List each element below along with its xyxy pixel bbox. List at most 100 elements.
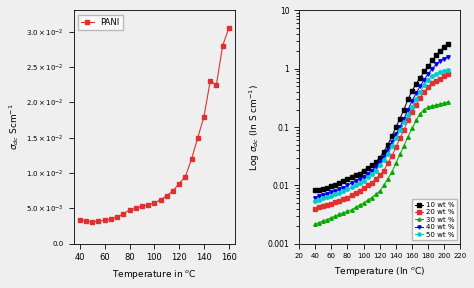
PANI: [102, 219, 108, 222]
20 wt %: [345, 196, 350, 199]
10 wt %: [397, 117, 403, 120]
30 wt %: [393, 162, 399, 165]
50 wt %: [409, 105, 415, 109]
40 wt %: [349, 181, 355, 185]
20 wt %: [425, 86, 431, 89]
10 wt %: [421, 70, 427, 73]
10 wt %: [345, 177, 350, 181]
10 wt %: [438, 50, 443, 53]
50 wt %: [401, 121, 407, 124]
Line: 30 wt %: 30 wt %: [313, 100, 450, 226]
PANI: [226, 26, 232, 30]
20 wt %: [369, 181, 374, 185]
Legend: PANI: PANI: [78, 15, 123, 30]
50 wt %: [429, 74, 435, 78]
40 wt %: [425, 72, 431, 75]
Y-axis label: $\sigma$$_{dc}$ Scm$^{-1}$: $\sigma$$_{dc}$ Scm$^{-1}$: [7, 104, 21, 150]
30 wt %: [353, 206, 358, 209]
50 wt %: [393, 136, 399, 140]
30 wt %: [333, 214, 338, 218]
20 wt %: [316, 206, 322, 209]
Line: 10 wt %: 10 wt %: [313, 42, 450, 192]
40 wt %: [438, 59, 443, 63]
Line: PANI: PANI: [78, 26, 231, 224]
50 wt %: [337, 191, 342, 195]
30 wt %: [349, 208, 355, 212]
50 wt %: [328, 194, 334, 198]
30 wt %: [312, 222, 318, 226]
PANI: [83, 219, 89, 223]
30 wt %: [365, 198, 371, 202]
PANI: [133, 207, 138, 210]
40 wt %: [325, 192, 330, 196]
50 wt %: [357, 181, 363, 185]
30 wt %: [357, 203, 363, 207]
10 wt %: [365, 166, 371, 170]
Line: 20 wt %: 20 wt %: [313, 73, 450, 211]
50 wt %: [405, 113, 411, 117]
PANI: [96, 219, 101, 223]
PANI: [189, 157, 194, 161]
20 wt %: [325, 203, 330, 207]
50 wt %: [361, 179, 366, 183]
30 wt %: [316, 221, 322, 224]
10 wt %: [353, 173, 358, 177]
30 wt %: [429, 104, 435, 108]
X-axis label: Temperature in $^o$C: Temperature in $^o$C: [112, 268, 197, 281]
Line: 40 wt %: 40 wt %: [313, 55, 450, 199]
50 wt %: [421, 84, 427, 87]
10 wt %: [389, 134, 395, 138]
PANI: [145, 203, 151, 206]
30 wt %: [413, 119, 419, 122]
10 wt %: [361, 169, 366, 172]
50 wt %: [446, 68, 451, 72]
10 wt %: [337, 181, 342, 185]
Y-axis label: Log $\sigma$$_{dc}$ (In S cm$^{-1}$): Log $\sigma$$_{dc}$ (In S cm$^{-1}$): [247, 84, 262, 170]
20 wt %: [361, 186, 366, 190]
50 wt %: [381, 159, 387, 162]
PANI: [108, 217, 114, 221]
20 wt %: [438, 77, 443, 80]
40 wt %: [417, 85, 423, 88]
30 wt %: [328, 216, 334, 219]
30 wt %: [320, 219, 326, 222]
10 wt %: [393, 125, 399, 129]
50 wt %: [441, 69, 447, 73]
X-axis label: Temperature (In $^o$C): Temperature (In $^o$C): [334, 265, 426, 278]
10 wt %: [320, 187, 326, 190]
40 wt %: [409, 99, 415, 103]
10 wt %: [446, 42, 451, 45]
20 wt %: [365, 184, 371, 187]
50 wt %: [341, 190, 346, 193]
50 wt %: [312, 199, 318, 202]
PANI: [182, 175, 188, 178]
50 wt %: [425, 78, 431, 82]
40 wt %: [413, 92, 419, 95]
10 wt %: [429, 58, 435, 62]
20 wt %: [341, 198, 346, 201]
40 wt %: [353, 179, 358, 183]
50 wt %: [365, 175, 371, 179]
50 wt %: [397, 129, 403, 132]
30 wt %: [361, 201, 366, 205]
40 wt %: [401, 117, 407, 120]
10 wt %: [441, 45, 447, 48]
10 wt %: [401, 108, 407, 111]
50 wt %: [325, 196, 330, 199]
20 wt %: [413, 103, 419, 107]
20 wt %: [429, 82, 435, 85]
20 wt %: [409, 111, 415, 114]
40 wt %: [441, 57, 447, 60]
10 wt %: [333, 184, 338, 187]
40 wt %: [337, 187, 342, 191]
10 wt %: [349, 175, 355, 179]
20 wt %: [441, 74, 447, 78]
PANI: [195, 136, 201, 139]
50 wt %: [333, 193, 338, 196]
10 wt %: [425, 65, 431, 68]
10 wt %: [377, 156, 383, 159]
10 wt %: [357, 172, 363, 175]
10 wt %: [316, 188, 322, 191]
40 wt %: [433, 62, 439, 66]
40 wt %: [365, 172, 371, 175]
